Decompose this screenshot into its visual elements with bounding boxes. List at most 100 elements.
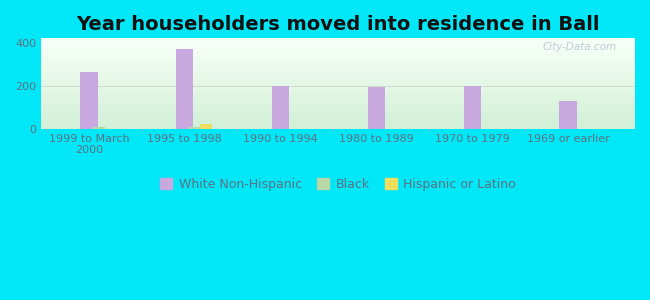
Bar <box>41 78 635 79</box>
Bar <box>41 86 635 87</box>
Bar <box>176 49 193 129</box>
Bar <box>41 74 635 75</box>
Bar <box>41 59 635 60</box>
Bar <box>41 50 635 51</box>
Bar <box>41 108 635 109</box>
Bar <box>189 127 201 129</box>
Bar <box>41 110 635 111</box>
Bar <box>41 56 635 57</box>
Bar <box>41 62 635 63</box>
Bar <box>41 72 635 73</box>
Bar <box>41 69 635 70</box>
Bar <box>41 52 635 53</box>
Bar <box>41 91 635 92</box>
Bar <box>41 99 635 100</box>
Bar <box>41 119 635 120</box>
Bar <box>41 46 635 47</box>
Bar <box>41 118 635 119</box>
Bar <box>41 106 635 107</box>
Bar <box>41 101 635 102</box>
Bar <box>41 54 635 55</box>
Bar <box>41 94 635 95</box>
Bar <box>41 64 635 65</box>
Bar <box>41 120 635 121</box>
Bar <box>41 121 635 122</box>
Bar <box>41 117 635 118</box>
Bar <box>41 73 635 74</box>
Bar <box>41 103 635 104</box>
Bar <box>41 95 635 96</box>
Bar <box>272 86 289 129</box>
Bar <box>41 97 635 98</box>
Bar <box>41 87 635 88</box>
Bar <box>41 84 635 85</box>
Bar <box>41 98 635 99</box>
Bar <box>41 115 635 116</box>
Bar <box>41 77 635 78</box>
Bar <box>41 57 635 58</box>
Bar <box>41 70 635 71</box>
Bar <box>41 38 635 39</box>
Bar <box>93 127 105 129</box>
Bar <box>41 66 635 67</box>
Bar <box>41 42 635 43</box>
Bar <box>41 67 635 68</box>
Bar <box>41 123 635 124</box>
Bar <box>41 126 635 127</box>
Bar <box>41 105 635 106</box>
Bar <box>41 47 635 48</box>
Bar <box>41 92 635 93</box>
Bar <box>41 41 635 42</box>
Bar <box>41 49 635 50</box>
Bar <box>41 61 635 62</box>
Bar <box>41 76 635 77</box>
Bar <box>41 122 635 123</box>
Bar <box>41 39 635 40</box>
Bar <box>41 75 635 76</box>
Bar <box>41 85 635 86</box>
Bar <box>41 100 635 101</box>
Bar <box>41 60 635 61</box>
Bar <box>41 71 635 72</box>
Bar <box>41 116 635 117</box>
Bar <box>41 109 635 110</box>
Bar <box>41 43 635 44</box>
Bar <box>41 61 635 62</box>
Bar <box>41 83 635 84</box>
Text: City-Data.com: City-Data.com <box>543 42 618 52</box>
Bar <box>41 53 635 54</box>
Bar <box>368 87 385 129</box>
Bar <box>41 90 635 91</box>
Bar <box>41 112 635 113</box>
Bar <box>41 104 635 105</box>
Bar <box>41 44 635 45</box>
Bar <box>41 88 635 89</box>
Bar <box>41 89 635 90</box>
Bar <box>463 86 481 129</box>
Bar <box>41 79 635 80</box>
Bar <box>41 45 635 46</box>
Bar <box>41 63 635 64</box>
Bar <box>41 107 635 108</box>
Bar <box>80 72 98 129</box>
Bar <box>41 124 635 125</box>
Title: Year householders moved into residence in Ball: Year householders moved into residence i… <box>76 15 600 34</box>
Bar <box>41 40 635 41</box>
Bar <box>41 68 635 69</box>
Bar <box>41 113 635 114</box>
Bar <box>41 80 635 81</box>
Bar <box>200 124 213 129</box>
Bar <box>41 65 635 66</box>
Bar <box>41 111 635 112</box>
Bar <box>41 125 635 126</box>
Bar <box>41 51 635 52</box>
Bar <box>559 101 577 129</box>
Bar <box>41 102 635 103</box>
Bar <box>41 114 635 115</box>
Bar <box>41 82 635 83</box>
Bar <box>41 93 635 94</box>
Bar <box>41 128 635 129</box>
Legend: White Non-Hispanic, Black, Hispanic or Latino: White Non-Hispanic, Black, Hispanic or L… <box>155 173 521 196</box>
Bar <box>41 81 635 82</box>
Bar <box>41 48 635 49</box>
